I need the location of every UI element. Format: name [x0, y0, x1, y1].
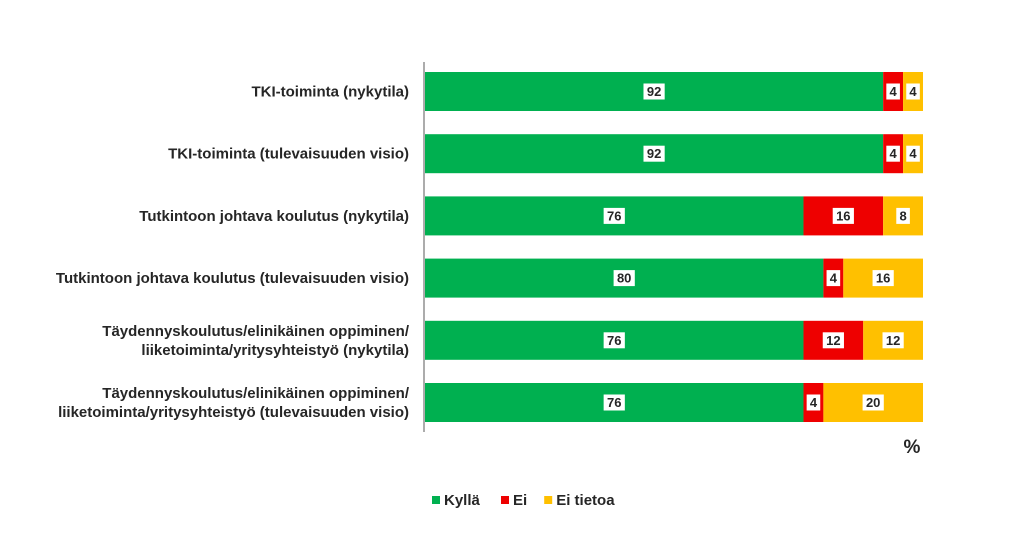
data-label: 20	[866, 395, 880, 410]
category-label: TKI-toiminta (nykytila)	[251, 84, 409, 101]
data-label: 16	[876, 271, 890, 286]
data-label: 76	[607, 333, 621, 348]
category-label: Täydennyskoulutus/elinikäinen oppiminen/…	[102, 323, 410, 359]
data-label: 4	[810, 395, 818, 410]
data-label-box	[862, 394, 884, 411]
data-label-box	[896, 207, 910, 224]
data-label-box	[872, 270, 894, 287]
data-label-box	[826, 270, 841, 287]
data-label-box	[906, 145, 920, 162]
data-label-box	[643, 83, 665, 100]
data-label-box	[603, 207, 625, 224]
data-label: 12	[826, 333, 840, 348]
data-label-box	[886, 145, 900, 162]
unit-label: %	[904, 437, 921, 458]
category-label: Täydennyskoulutus/elinikäinen oppiminen/…	[58, 385, 410, 421]
data-label: 8	[899, 208, 906, 223]
data-label: 4	[830, 271, 838, 286]
data-label: 4	[909, 84, 917, 99]
data-label-box	[806, 394, 821, 411]
data-label-box	[603, 332, 625, 349]
data-label: 16	[836, 208, 850, 223]
data-label-box	[603, 394, 625, 411]
data-label-box	[832, 207, 854, 224]
category-labels: TKI-toiminta (nykytila) TKI-toiminta (tul…	[56, 84, 410, 422]
legend-label: Ei	[513, 492, 527, 509]
data-label: 12	[886, 333, 900, 348]
legend-swatch	[501, 496, 509, 504]
category-label: TKI-toiminta (tulevaisuuden visio)	[168, 146, 409, 163]
legend-label: Ei tietoa	[556, 492, 615, 509]
legend-swatch	[432, 496, 440, 504]
data-label: 92	[647, 84, 661, 99]
data-label: 76	[607, 208, 621, 223]
data-label-box	[886, 83, 900, 100]
data-label: 92	[647, 146, 661, 161]
data-label-box	[613, 270, 635, 287]
data-label: 4	[890, 146, 898, 161]
legend-swatch	[544, 496, 553, 504]
category-label: Tutkintoon johtava koulutus (tulevaisuud…	[56, 270, 409, 287]
data-label: 76	[607, 395, 621, 410]
data-label-box	[822, 332, 844, 349]
data-label: 4	[890, 84, 898, 99]
category-label: Tutkintoon johtava koulutus (nykytila)	[139, 208, 409, 225]
legend: Kyllä Ei Ei tietoa	[432, 492, 615, 509]
data-label-box	[906, 83, 920, 100]
data-label: 4	[909, 146, 917, 161]
data-label-box	[643, 145, 665, 162]
legend-label: Kyllä	[444, 492, 481, 509]
data-label: 80	[617, 271, 631, 286]
data-label-box	[882, 332, 904, 349]
